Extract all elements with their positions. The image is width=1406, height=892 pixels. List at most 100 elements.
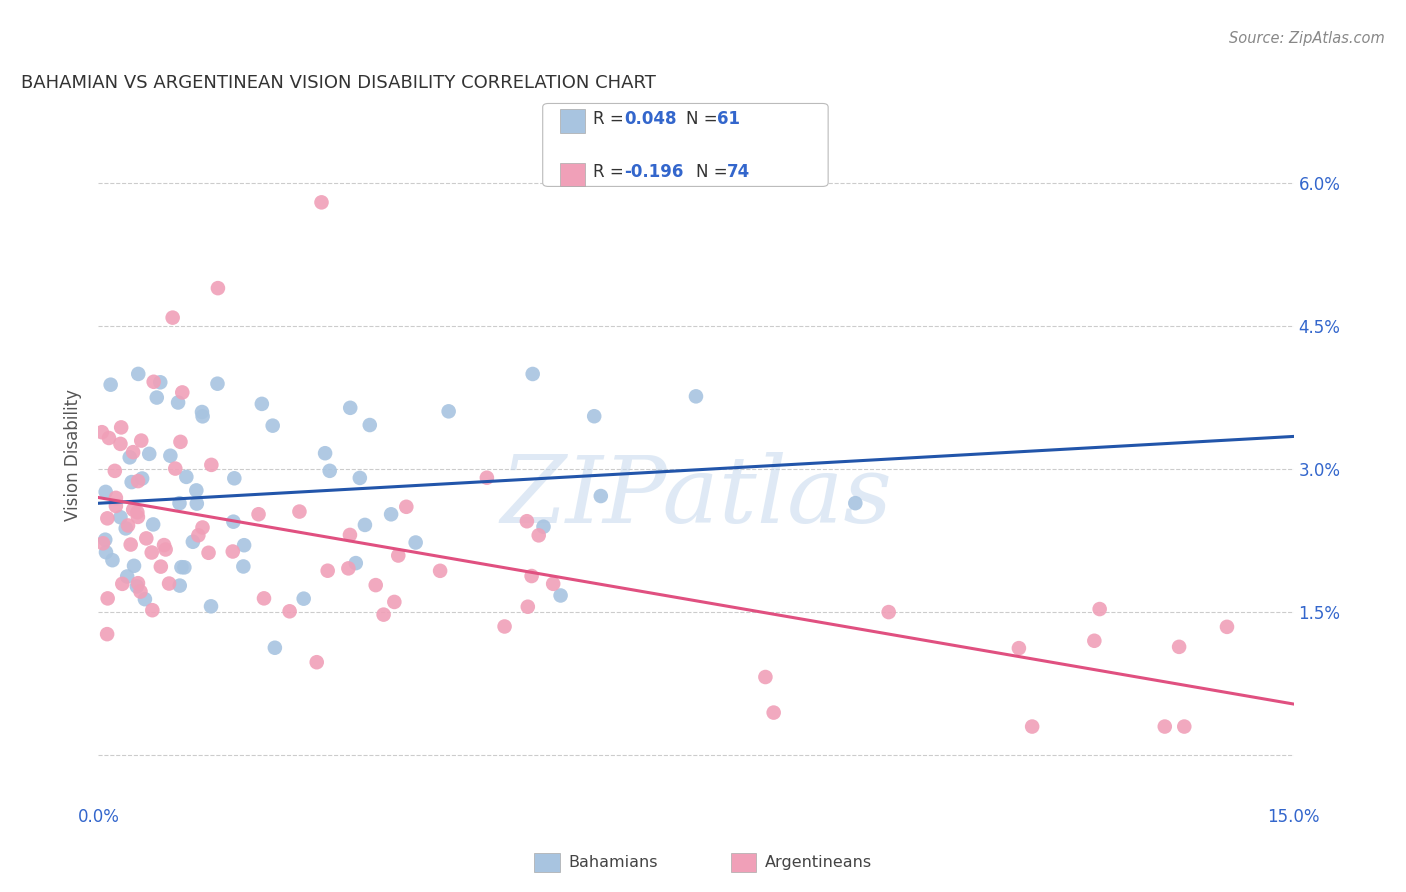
Point: [527, 528, 550, 542]
Point: [319, 464, 342, 478]
Point: [1168, 640, 1191, 654]
Text: Source: ZipAtlas.com: Source: ZipAtlas.com: [1229, 31, 1385, 46]
Point: [316, 564, 339, 578]
Point: [191, 409, 214, 424]
Point: [94, 533, 117, 547]
Point: [250, 397, 273, 411]
Text: 0.048: 0.048: [624, 110, 676, 128]
Point: [127, 367, 149, 381]
Point: [149, 559, 172, 574]
Point: [169, 496, 191, 510]
Point: [153, 538, 176, 552]
Point: [314, 446, 336, 460]
Text: N =: N =: [696, 163, 733, 181]
Point: [104, 491, 127, 505]
Text: Bahamians: Bahamians: [568, 855, 658, 870]
Point: [364, 578, 387, 592]
Point: [583, 409, 606, 424]
Point: [395, 500, 418, 514]
Point: [131, 471, 153, 485]
Point: [222, 515, 245, 529]
Point: [516, 514, 538, 528]
Point: [429, 564, 451, 578]
Point: [94, 545, 117, 559]
Point: [292, 591, 315, 606]
Point: [222, 544, 245, 558]
Point: [94, 484, 117, 499]
Point: [187, 528, 209, 542]
Point: [157, 576, 180, 591]
Point: [101, 553, 124, 567]
Point: [122, 445, 145, 459]
Point: [516, 599, 538, 614]
Point: [173, 560, 195, 574]
Point: [127, 474, 149, 488]
Point: [142, 517, 165, 532]
Point: [200, 458, 222, 472]
Point: [262, 418, 284, 433]
Point: [129, 434, 152, 448]
Point: [533, 519, 555, 533]
Point: [253, 591, 276, 606]
Point: [121, 475, 143, 489]
Text: Argentineans: Argentineans: [765, 855, 872, 870]
Point: [344, 556, 367, 570]
Point: [550, 589, 572, 603]
Point: [288, 505, 311, 519]
Point: [191, 520, 214, 534]
Point: [685, 389, 707, 403]
Point: [141, 603, 163, 617]
Point: [138, 447, 160, 461]
Point: [224, 471, 246, 485]
Point: [1153, 720, 1175, 734]
Point: [142, 375, 165, 389]
Point: [97, 591, 120, 606]
Point: [127, 510, 149, 524]
Point: [387, 549, 409, 563]
Point: [349, 471, 371, 485]
Point: [754, 670, 776, 684]
Point: [1173, 720, 1195, 734]
Text: R =: R =: [593, 163, 630, 181]
Point: [110, 437, 132, 451]
Point: [382, 595, 405, 609]
Point: [120, 537, 142, 551]
Point: [305, 655, 328, 669]
Point: [117, 518, 139, 533]
Point: [96, 511, 118, 525]
Y-axis label: Vision Disability: Vision Disability: [65, 389, 83, 521]
Text: ZIPatlas: ZIPatlas: [501, 451, 891, 541]
Point: [1008, 641, 1031, 656]
Point: [233, 538, 256, 552]
Point: [232, 559, 254, 574]
Point: [207, 376, 229, 391]
Point: [125, 579, 148, 593]
Point: [247, 507, 270, 521]
Point: [176, 470, 198, 484]
Point: [110, 420, 132, 434]
Point: [186, 497, 208, 511]
Point: [97, 431, 120, 445]
Text: 61: 61: [717, 110, 740, 128]
Point: [104, 464, 127, 478]
Point: [337, 561, 360, 575]
Point: [135, 532, 157, 546]
Point: [104, 499, 127, 513]
Point: [155, 542, 177, 557]
Point: [118, 450, 141, 465]
Point: [122, 502, 145, 516]
Text: BAHAMIAN VS ARGENTINEAN VISION DISABILITY CORRELATION CHART: BAHAMIAN VS ARGENTINEAN VISION DISABILIT…: [21, 74, 655, 92]
Point: [115, 569, 138, 583]
Point: [541, 577, 564, 591]
Point: [186, 483, 208, 498]
Point: [162, 310, 184, 325]
Point: [1021, 720, 1043, 734]
Point: [311, 195, 333, 210]
Point: [96, 627, 118, 641]
Point: [169, 434, 191, 449]
Point: [263, 640, 285, 655]
Text: 74: 74: [727, 163, 751, 181]
Point: [127, 576, 149, 591]
Point: [494, 619, 516, 633]
Point: [200, 599, 222, 614]
